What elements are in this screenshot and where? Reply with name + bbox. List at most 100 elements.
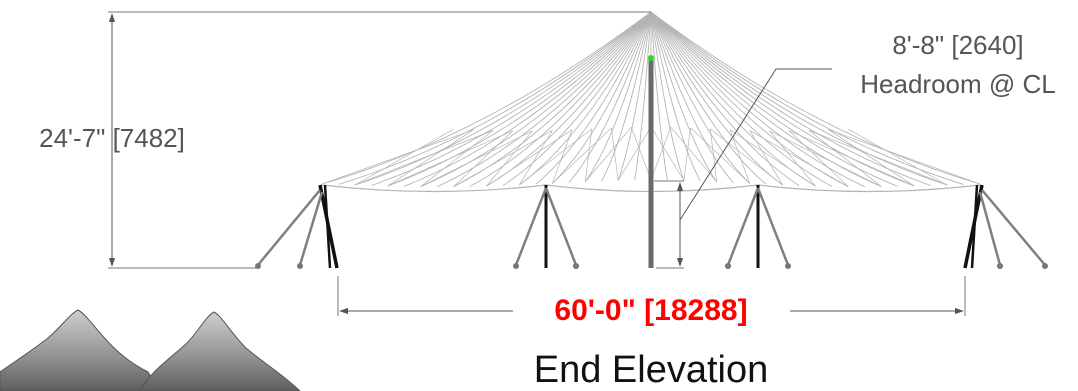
height-dimension-label: 24'-7" [7482] — [39, 123, 185, 153]
headroom-caption-label: Headroom @ CL — [860, 69, 1055, 99]
end-pole-guy-brace — [257, 189, 321, 266]
membrane-radial-cable — [650, 11, 866, 188]
membrane-lacing — [690, 127, 750, 184]
membrane-radial-cable — [650, 11, 734, 183]
membrane-radial-cable — [535, 11, 652, 185]
membrane-lacing — [486, 130, 533, 187]
guy-stake — [997, 263, 1003, 269]
membrane-radial-cable — [338, 11, 652, 185]
membrane-lacing — [519, 128, 592, 186]
membrane-lacing — [321, 129, 474, 185]
membrane-lacing — [749, 130, 849, 187]
guy-stake — [1042, 263, 1048, 269]
membrane-radial-cable — [519, 11, 652, 186]
membrane-lacing — [670, 126, 718, 183]
peak-marker — [648, 55, 654, 61]
membrane-radial-cable — [650, 11, 800, 186]
membrane-radial-cable — [650, 11, 751, 184]
side-pole-guy-brace — [726, 187, 760, 266]
membrane-radial-cable — [453, 11, 652, 188]
membrane-lacing — [551, 129, 573, 184]
membrane-lacing — [683, 127, 691, 181]
membrane-radial-cable — [436, 11, 652, 188]
membrane-radial-cable — [650, 11, 849, 188]
membrane-lacing — [630, 127, 652, 181]
width-dimension — [337, 276, 966, 316]
membrane-edge-scallop — [321, 184, 547, 193]
membrane-lacing — [387, 129, 474, 187]
membrane-lacing — [788, 130, 849, 187]
membrane-lacing — [420, 130, 533, 187]
membrane-radial-cable — [469, 11, 652, 187]
view-title: End Elevation — [534, 349, 769, 391]
membrane-lacing — [769, 130, 816, 187]
membrane-radial-cable — [634, 11, 652, 181]
membrane-radial-cable — [650, 11, 948, 186]
membrane-lacing — [486, 129, 573, 187]
membrane-lacing — [709, 128, 718, 182]
membrane-edge-scallop — [757, 184, 981, 193]
guy-stake — [725, 263, 731, 269]
membrane-lacing — [552, 127, 612, 184]
membrane-lacing — [710, 128, 783, 186]
membrane-radial-cable — [584, 11, 652, 183]
membrane-lacing — [828, 129, 915, 187]
membrane-lacing — [611, 127, 619, 181]
tent-thumbnail-render — [0, 309, 301, 391]
guy-stake — [573, 263, 579, 269]
end-pole-guy-brace — [978, 191, 1002, 266]
side-pole-guy-brace — [514, 187, 548, 266]
guy-stake — [297, 263, 303, 269]
guy-stake — [785, 263, 791, 269]
membrane-radial-cable — [650, 11, 915, 187]
membrane-lacing — [354, 130, 494, 186]
membrane-lacing — [617, 126, 652, 181]
headroom-leader-line — [679, 68, 832, 221]
membrane-radial-cable — [650, 11, 701, 182]
height-dimension — [108, 11, 651, 269]
membrane-radial-cable — [404, 11, 652, 187]
headroom-value-label: 8'-8" [2640] — [892, 30, 1023, 60]
end-pole-guy-brace — [981, 189, 1046, 266]
membrane-lacing — [848, 128, 948, 186]
membrane-lacing — [650, 127, 672, 181]
membrane-lacing — [584, 126, 632, 183]
membrane-lacing — [453, 130, 553, 187]
membrane-radial-cable — [650, 11, 981, 185]
membrane-lacing — [789, 130, 915, 187]
membrane-radial-cable — [371, 11, 652, 186]
membrane-lacing — [749, 130, 783, 186]
membrane-lacing — [650, 126, 685, 181]
side-pole-guy-brace — [544, 187, 578, 266]
membrane-lacing — [420, 130, 494, 187]
membrane-lacing — [387, 130, 513, 187]
membrane-radial-cable — [650, 11, 685, 181]
membrane-radial-cable — [551, 11, 652, 184]
end-pole-guy-brace — [298, 191, 324, 266]
guy-stake — [513, 263, 519, 269]
side-pole-assemblies — [255, 184, 1048, 269]
membrane-radial-cable — [568, 11, 652, 183]
membrane-lacing — [519, 130, 553, 186]
membrane-radial-cable — [650, 11, 882, 187]
end-pole — [323, 184, 332, 269]
membrane-lacing — [729, 129, 816, 187]
membrane-lacing — [769, 130, 882, 187]
headroom-dimension — [654, 68, 832, 269]
membrane-lacing — [584, 128, 593, 182]
membrane-radial-cable — [617, 11, 652, 181]
end-pole — [970, 184, 979, 269]
membrane-radial-cable — [650, 11, 767, 185]
membrane-radial-cable — [650, 11, 964, 185]
membrane-lacing — [354, 128, 454, 186]
membrane-radial-cable — [650, 11, 931, 186]
membrane-radial-cable — [650, 11, 668, 181]
membrane-lacing — [453, 130, 514, 187]
membrane-lacing — [808, 130, 882, 187]
membrane-radial-cable — [650, 11, 718, 183]
membrane-radial-cable — [387, 11, 652, 187]
width-dimension-label: 60'-0" [18288] — [554, 294, 747, 327]
membrane-radial-cable — [650, 11, 833, 187]
